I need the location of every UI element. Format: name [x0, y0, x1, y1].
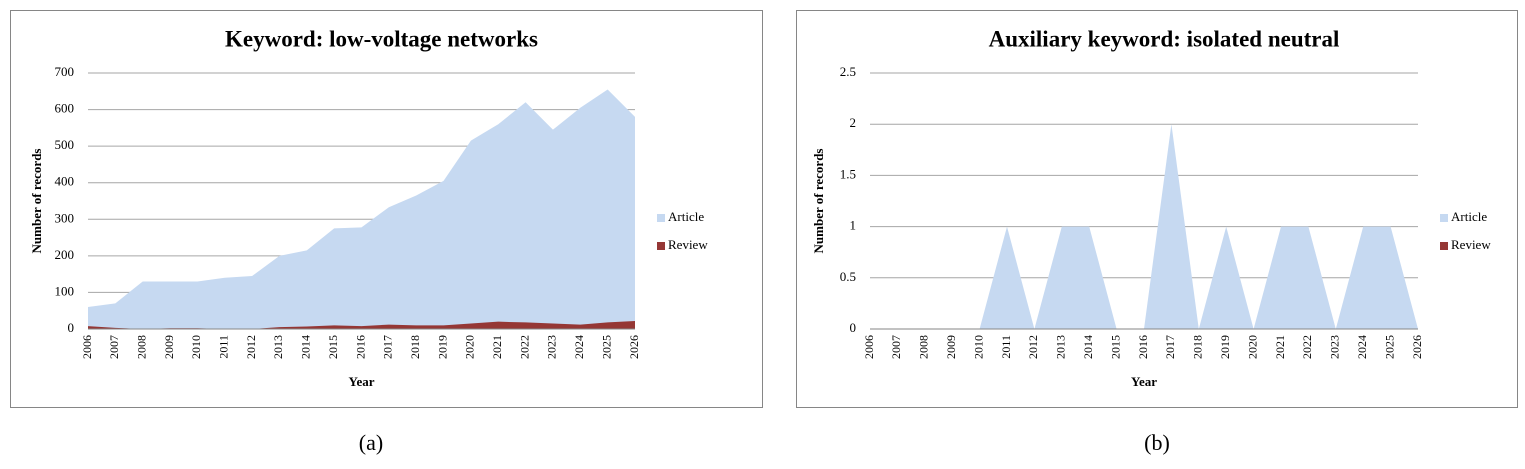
- x-tick-label: 2026: [1410, 335, 1424, 359]
- panel-frame: [796, 10, 1518, 408]
- x-axis-title: Year: [1131, 374, 1157, 389]
- x-tick-label: 2019: [1218, 335, 1232, 359]
- x-tick-label: 2007: [107, 335, 121, 359]
- x-tick-label: 2016: [1136, 335, 1150, 359]
- x-tick-label: 2024: [572, 335, 586, 359]
- legend-swatch: [1440, 242, 1448, 250]
- area: [88, 320, 635, 329]
- x-tick-label: 2017: [381, 335, 395, 359]
- y-tick-label: 1.5: [840, 166, 856, 181]
- y-tick-label: 600: [55, 101, 75, 116]
- legend-label: Article: [668, 209, 704, 224]
- legend-label: Article: [1451, 209, 1487, 224]
- legend-label: Review: [1451, 237, 1491, 252]
- x-tick-label: 2021: [1273, 335, 1287, 359]
- x-tick-label: 2026: [627, 335, 641, 359]
- x-tick-label: 2006: [80, 335, 94, 359]
- x-axis-title: Year: [349, 374, 375, 389]
- x-tick-label: 2012: [1026, 335, 1040, 359]
- x-tick-label: 2015: [326, 335, 340, 359]
- x-tick-label: 2014: [299, 335, 313, 359]
- y-tick-label: 300: [55, 210, 75, 225]
- x-tick-label: 2008: [917, 335, 931, 359]
- y-tick-label: 0: [850, 320, 857, 335]
- x-tick-label: 2022: [517, 335, 531, 359]
- y-tick-label: 400: [55, 174, 75, 189]
- y-tick-label: 0.5: [840, 269, 856, 284]
- y-axis-title: Number of records: [29, 149, 44, 254]
- x-tick-label: 2007: [889, 335, 903, 359]
- y-tick-label: 2.5: [840, 64, 856, 79]
- x-tick-label: 2006: [862, 335, 876, 359]
- legend-swatch: [657, 214, 665, 222]
- x-tick-label: 2009: [162, 335, 176, 359]
- chart-title: Auxiliary keyword: isolated neutral: [989, 26, 1340, 51]
- y-tick-label: 500: [55, 137, 75, 152]
- y-tick-label: 200: [55, 247, 75, 262]
- x-tick-label: 2018: [408, 335, 422, 359]
- x-tick-label: 2021: [490, 335, 504, 359]
- chart-title: Keyword: low-voltage networks: [225, 26, 538, 51]
- x-tick-label: 2025: [1382, 335, 1396, 359]
- x-tick-label: 2013: [1054, 335, 1068, 359]
- x-tick-label: 2009: [944, 335, 958, 359]
- x-tick-label: 2023: [545, 335, 559, 359]
- x-tick-label: 2024: [1355, 335, 1369, 359]
- caption: (a): [359, 430, 383, 455]
- y-tick-label: 1: [850, 218, 857, 233]
- y-tick-label: 0: [68, 320, 75, 335]
- y-tick-label: 100: [55, 283, 75, 298]
- x-tick-label: 2013: [271, 335, 285, 359]
- y-axis-title: Number of records: [811, 149, 826, 254]
- caption: (b): [1144, 430, 1170, 455]
- x-tick-label: 2025: [599, 335, 613, 359]
- x-tick-label: 2010: [189, 335, 203, 359]
- x-tick-label: 2015: [1108, 335, 1122, 359]
- x-tick-label: 2019: [435, 335, 449, 359]
- x-tick-label: 2023: [1328, 335, 1342, 359]
- x-tick-label: 2014: [1081, 335, 1095, 359]
- y-tick-label: 700: [55, 64, 75, 79]
- area: [88, 89, 635, 329]
- x-tick-label: 2022: [1300, 335, 1314, 359]
- x-tick-label: 2016: [353, 335, 367, 359]
- x-tick-label: 2020: [1245, 335, 1259, 359]
- legend-label: Review: [668, 237, 708, 252]
- x-tick-label: 2017: [1163, 335, 1177, 359]
- x-tick-label: 2020: [463, 335, 477, 359]
- x-tick-label: 2011: [217, 335, 231, 359]
- x-tick-label: 2011: [999, 335, 1013, 359]
- x-tick-label: 2012: [244, 335, 258, 359]
- x-tick-label: 2010: [971, 335, 985, 359]
- area: [870, 124, 1418, 329]
- y-tick-label: 2: [850, 115, 857, 130]
- legend-swatch: [1440, 214, 1448, 222]
- x-tick-label: 2008: [134, 335, 148, 359]
- x-tick-label: 2018: [1191, 335, 1205, 359]
- legend-swatch: [657, 242, 665, 250]
